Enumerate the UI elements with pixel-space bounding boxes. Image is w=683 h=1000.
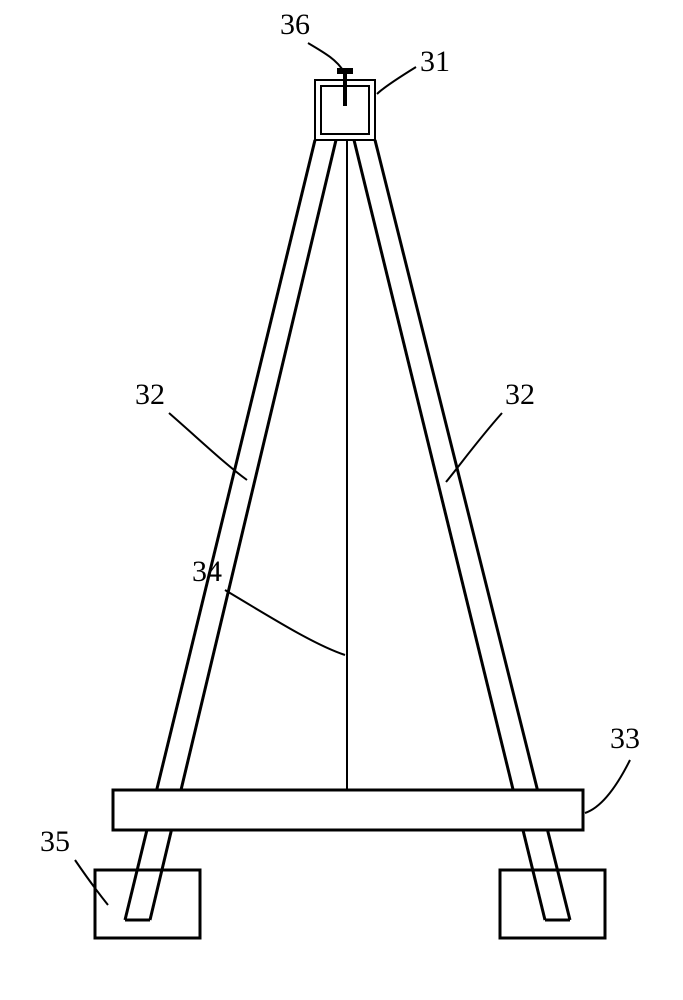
label-33: 33 [610, 722, 640, 756]
label-32-right: 32 [505, 378, 535, 412]
label-34: 34 [192, 555, 222, 589]
diagram-canvas: 36 31 32 32 34 33 35 [0, 0, 683, 1000]
label-32-left: 32 [135, 378, 165, 412]
diagram-svg [0, 0, 683, 1000]
label-31: 31 [420, 45, 450, 79]
label-36: 36 [280, 8, 310, 42]
label-35: 35 [40, 825, 70, 859]
